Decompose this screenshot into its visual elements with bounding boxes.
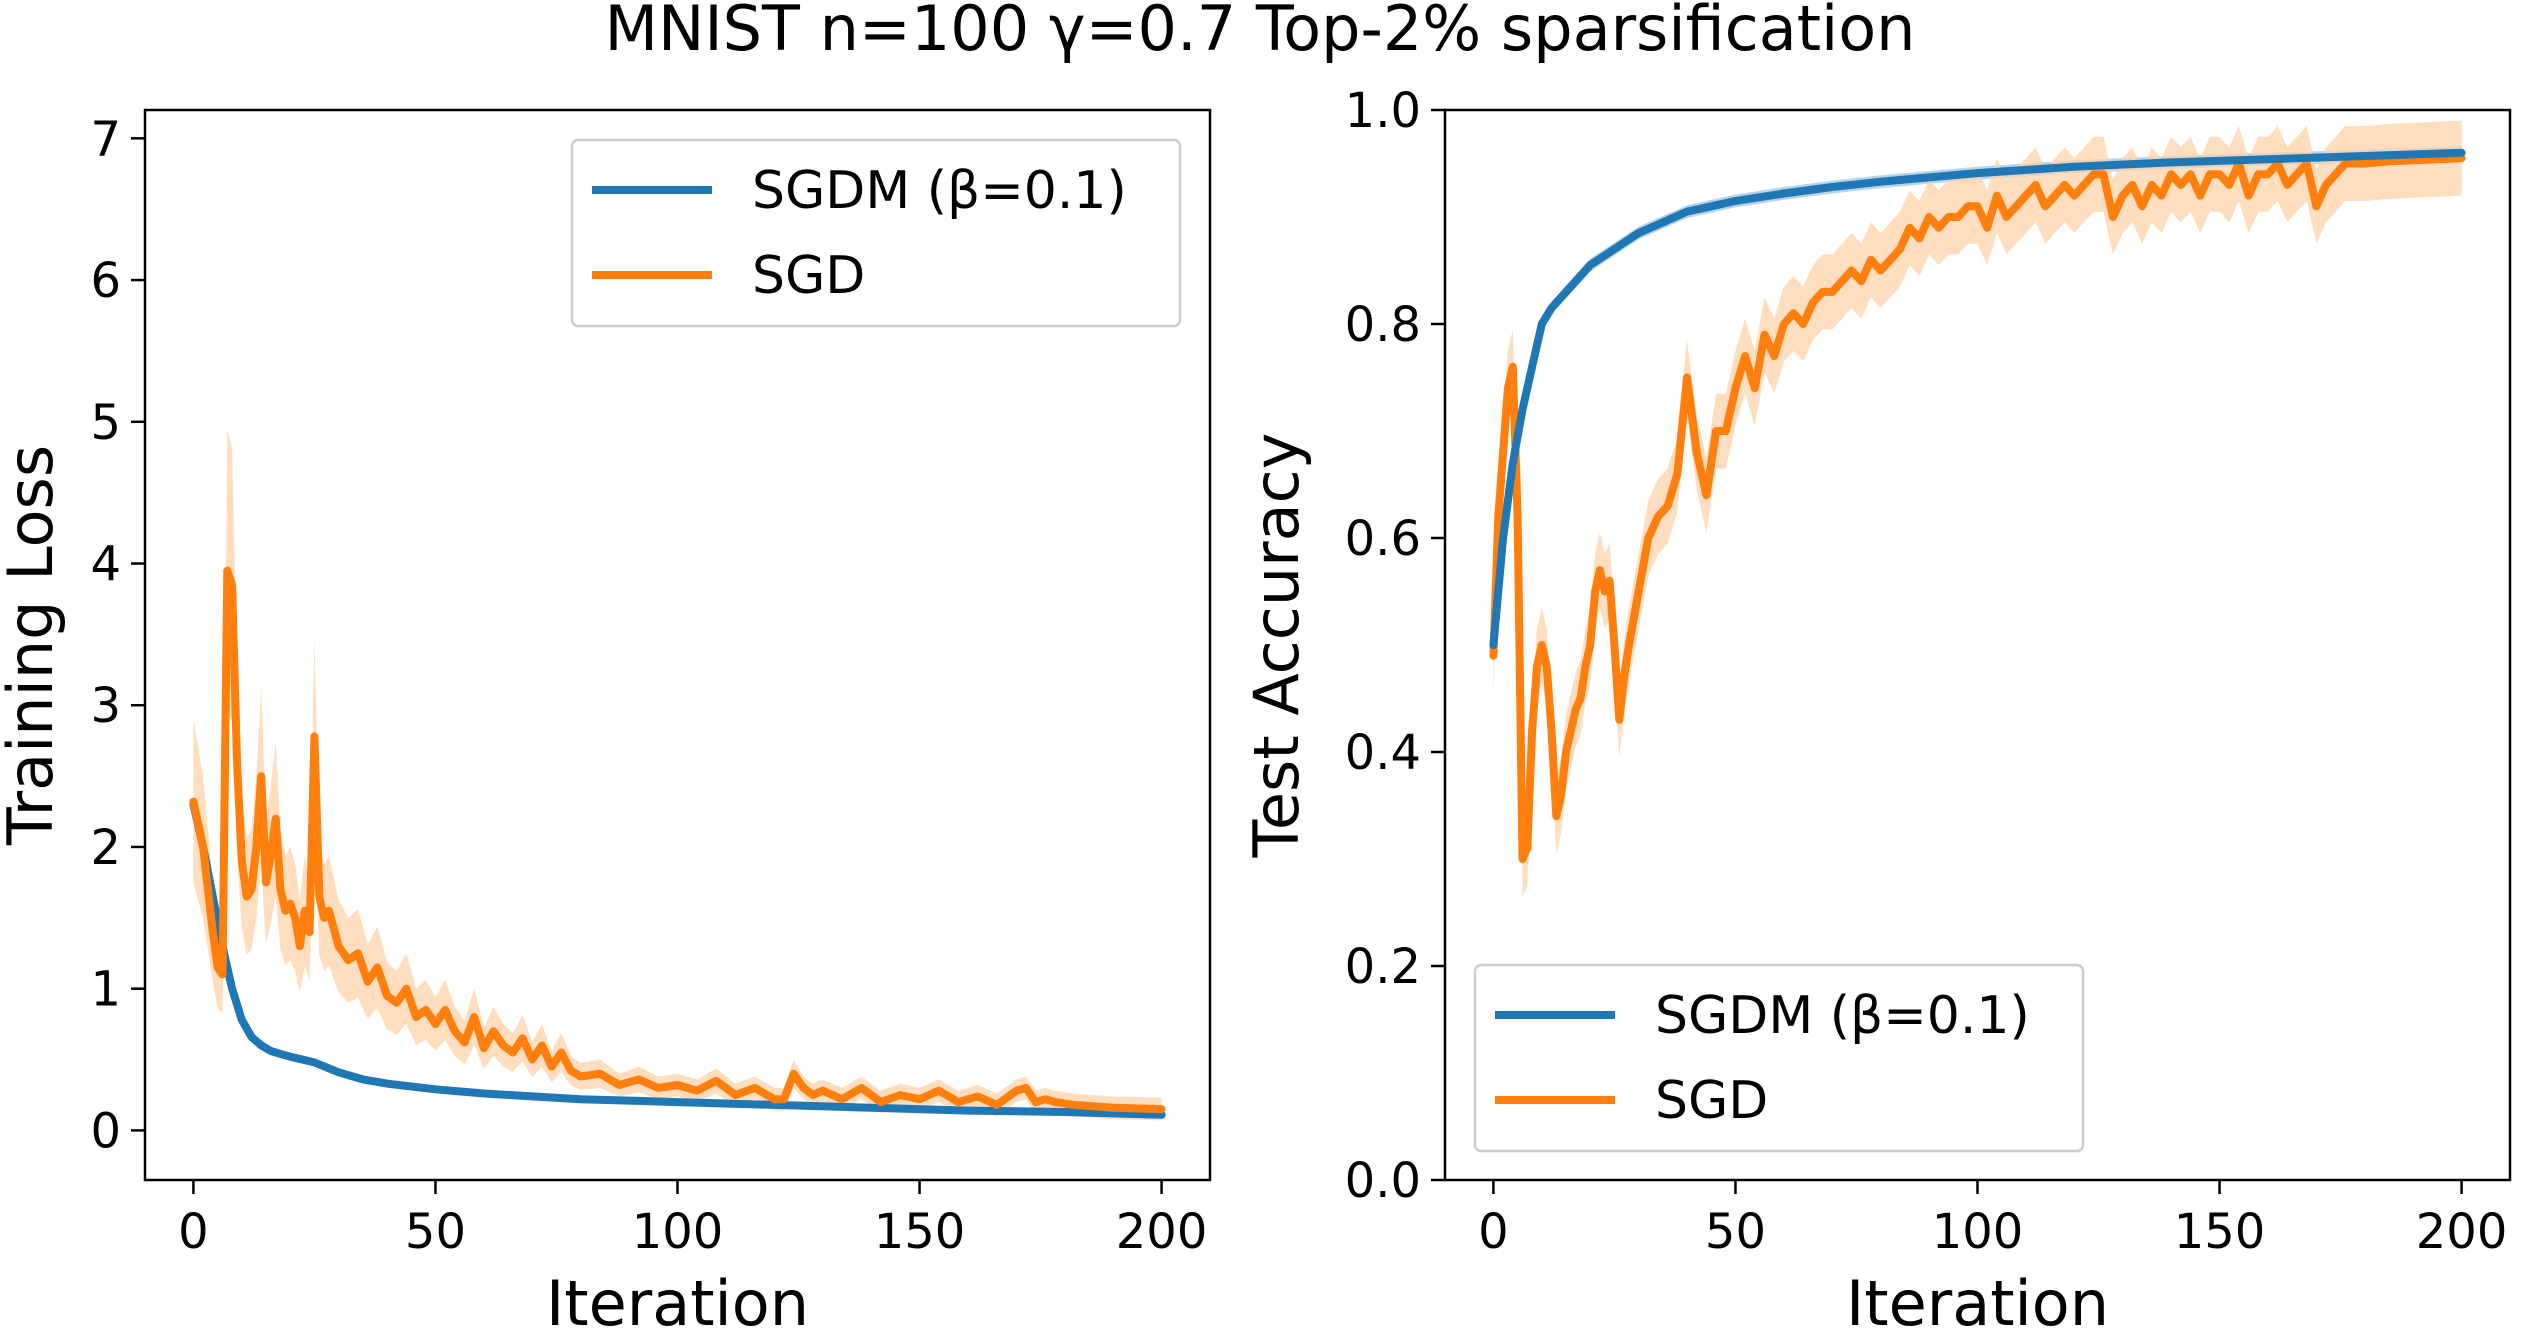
y-tick-label: 0.6	[1345, 511, 1421, 567]
y-tick-label: 0.2	[1345, 939, 1421, 995]
y-tick-label: 2	[90, 820, 121, 876]
y-tick-label: 1.0	[1345, 83, 1421, 139]
x-tick-label: 50	[1705, 1204, 1766, 1260]
test-accuracy-legend-label-sgd: SGD	[1655, 1071, 1768, 1131]
test-accuracy-chart: 0 50 100 150 200 0.0 0.2 0.4 0.6 0.8 1.0 Iteration…	[1240, 83, 2512, 1340]
training-loss-legend-label-sgd: SGD	[752, 246, 865, 306]
training-loss-lines	[189, 566, 1166, 1119]
series-line-sgdm	[189, 800, 1166, 1119]
series-line-sgd	[1489, 154, 2466, 863]
training-loss-legend: SGDM (β=0.1) SGD	[570, 138, 1182, 328]
test-accuracy-legend-label-sgdm: SGDM (β=0.1)	[1655, 986, 2030, 1046]
band-sgd	[193, 430, 1162, 1121]
test-accuracy-lines	[1489, 148, 2466, 863]
band-sgd	[1493, 120, 2462, 897]
test-accuracy-ticks: 0 50 100 150 200 0.0 0.2 0.4 0.6 0.8 1.0	[1345, 83, 2508, 1260]
test-accuracy-bands	[1493, 120, 2462, 897]
training-loss-ticks: 0 50 100 150 200 0 1 2 3 4 5 6 7	[90, 111, 1207, 1260]
test-accuracy-xlabel: Iteration	[1846, 1267, 2109, 1340]
y-tick-label: 3	[90, 678, 121, 734]
training-loss-ylabel: Training Loss	[0, 445, 67, 846]
y-tick-label: 0.8	[1345, 297, 1421, 353]
y-tick-label: 0.4	[1345, 725, 1421, 781]
x-tick-label: 150	[2174, 1204, 2266, 1260]
test-accuracy-legend: SGDM (β=0.1) SGD	[1473, 963, 2085, 1153]
x-tick-label: 100	[1932, 1204, 2024, 1260]
y-tick-label: 5	[90, 395, 121, 451]
x-tick-label: 0	[178, 1204, 209, 1260]
y-tick-label: 6	[90, 253, 121, 309]
training-loss-chart: 0 50 100 150 200 0 1 2 3 4 5 6 7 Iteration Training …	[0, 108, 1212, 1340]
x-tick-label: 100	[632, 1204, 724, 1260]
training-loss-xlabel: Iteration	[546, 1267, 809, 1340]
x-tick-label: 0	[1478, 1204, 1509, 1260]
x-tick-label: 200	[1116, 1204, 1208, 1260]
test-accuracy-ylabel: Test Accuracy	[1240, 433, 1313, 859]
series-line-sgd	[189, 566, 1166, 1114]
test-accuracy-plot-frame	[1443, 108, 2512, 1182]
y-tick-label: 0.0	[1345, 1153, 1421, 1209]
training-loss-legend-box	[570, 138, 1182, 328]
x-tick-label: 150	[874, 1204, 966, 1260]
x-tick-label: 50	[405, 1204, 466, 1260]
x-tick-label: 200	[2416, 1204, 2508, 1260]
training-loss-bands	[193, 430, 1162, 1121]
y-tick-label: 7	[90, 111, 121, 167]
figure-title: MNIST n=100 γ=0.7 Top-2% sparsification	[605, 0, 1916, 65]
test-accuracy-legend-box	[1473, 963, 2085, 1153]
y-tick-label: 1	[90, 962, 121, 1018]
training-loss-legend-label-sgdm: SGDM (β=0.1)	[752, 161, 1127, 221]
training-loss-plot-frame	[143, 108, 1212, 1182]
y-tick-label: 4	[90, 537, 121, 593]
series-line-sgdm	[1489, 148, 2466, 649]
y-tick-label: 0	[90, 1103, 121, 1159]
